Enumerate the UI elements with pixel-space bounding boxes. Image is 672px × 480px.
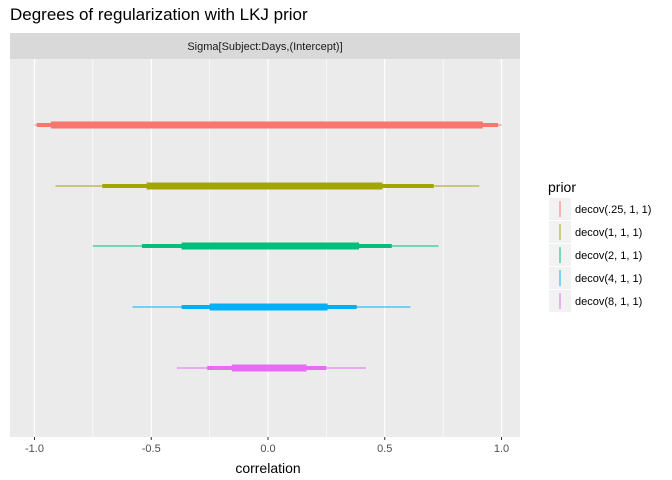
- x-tick-label: -0.5: [142, 443, 161, 455]
- legend-label: decov(.25, 1, 1): [575, 204, 651, 216]
- legend-label: decov(8, 1, 1): [575, 296, 642, 308]
- legend-title: prior: [548, 179, 576, 195]
- legend-label: decov(1, 1, 1): [575, 227, 642, 239]
- chart-title: Degrees of regularization with LKJ prior: [10, 5, 308, 24]
- x-tick-label: 0.5: [377, 443, 392, 455]
- x-tick-label: -1.0: [25, 443, 44, 455]
- x-axis-label: correlation: [235, 460, 300, 476]
- x-tick-label: 1.0: [494, 443, 509, 455]
- legend-label: decov(4, 1, 1): [575, 273, 642, 285]
- x-tick-label: 0.0: [260, 443, 275, 455]
- facet-strip: [10, 33, 520, 59]
- facet-label: Sigma[Subject:Days,(Intercept)]: [187, 41, 342, 53]
- legend-label: decov(2, 1, 1): [575, 250, 642, 262]
